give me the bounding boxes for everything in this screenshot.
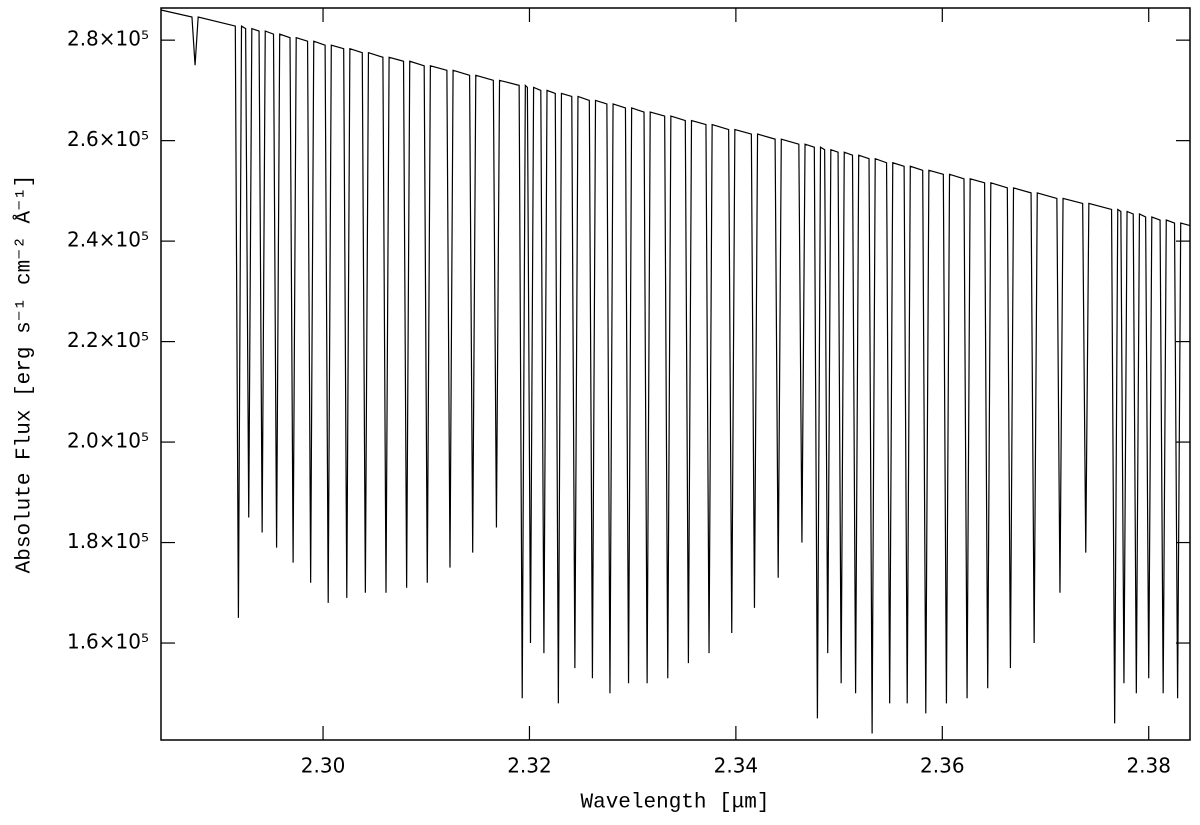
y-tick-label: 2.6×10⁵ — [67, 127, 149, 151]
x-tick-label: 2.34 — [714, 754, 759, 778]
y-tick-label: 1.8×10⁵ — [67, 529, 149, 553]
y-tick-label: 2.0×10⁵ — [67, 429, 149, 453]
x-tick-label: 2.32 — [507, 754, 552, 778]
x-tick-label: 2.30 — [301, 754, 346, 778]
x-tick-label: 2.38 — [1126, 754, 1171, 778]
y-tick-label: 2.8×10⁵ — [67, 27, 149, 51]
y-axis-title: Absolute Flux [erg s⁻¹ cm⁻² Å⁻¹] — [14, 175, 37, 574]
y-tick-label: 2.4×10⁵ — [67, 228, 149, 252]
x-tick-label: 2.36 — [920, 754, 965, 778]
x-axis-title: Wavelength [μm] — [580, 792, 769, 815]
spectrum-line — [160, 9, 1191, 734]
y-tick-label: 1.6×10⁵ — [67, 630, 149, 654]
y-tick-label: 2.2×10⁵ — [67, 328, 149, 352]
plot-frame — [160, 7, 1191, 741]
